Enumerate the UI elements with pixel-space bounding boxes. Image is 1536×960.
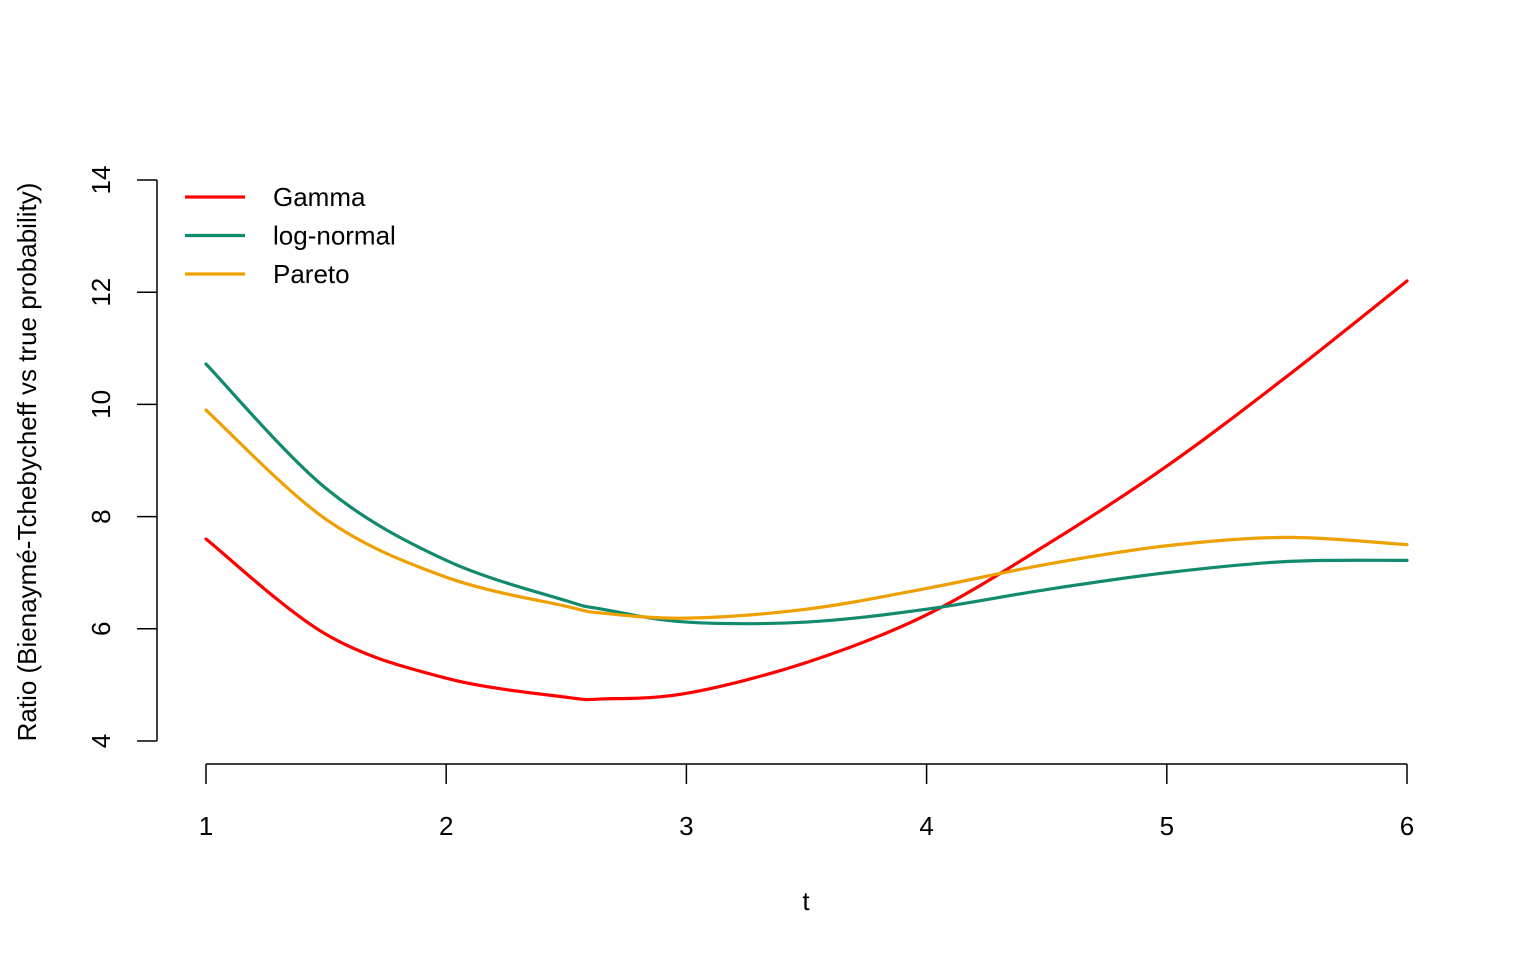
legend-label-log-normal: log-normal (273, 221, 396, 251)
x-tick-label: 4 (919, 811, 933, 841)
series-line-pareto (204, 408, 1409, 620)
x-tick-label: 3 (679, 811, 693, 841)
x-tick-label: 1 (199, 811, 213, 841)
y-tick-label: 14 (86, 166, 116, 195)
y-axis-title: Ratio (Bienaymé-Tchebycheff vs true prob… (12, 183, 42, 742)
legend-label-gamma: Gamma (273, 182, 366, 212)
legend: Gamma log-normal Pareto (185, 182, 396, 289)
legend-label-pareto: Pareto (273, 259, 350, 289)
x-tick-label: 5 (1160, 811, 1174, 841)
series-line-log-normal (204, 362, 1409, 626)
x-tick-label: 6 (1400, 811, 1414, 841)
series-layer (204, 279, 1409, 702)
series-line-gamma (204, 279, 1409, 702)
y-tick-label: 8 (86, 509, 116, 523)
y-tick-label: 10 (86, 390, 116, 419)
y-tick-label: 6 (86, 622, 116, 636)
y-tick-label: 12 (86, 278, 116, 307)
y-tick-label: 4 (86, 734, 116, 748)
x-tick-label: 2 (439, 811, 453, 841)
x-axis-title: t (802, 886, 810, 916)
